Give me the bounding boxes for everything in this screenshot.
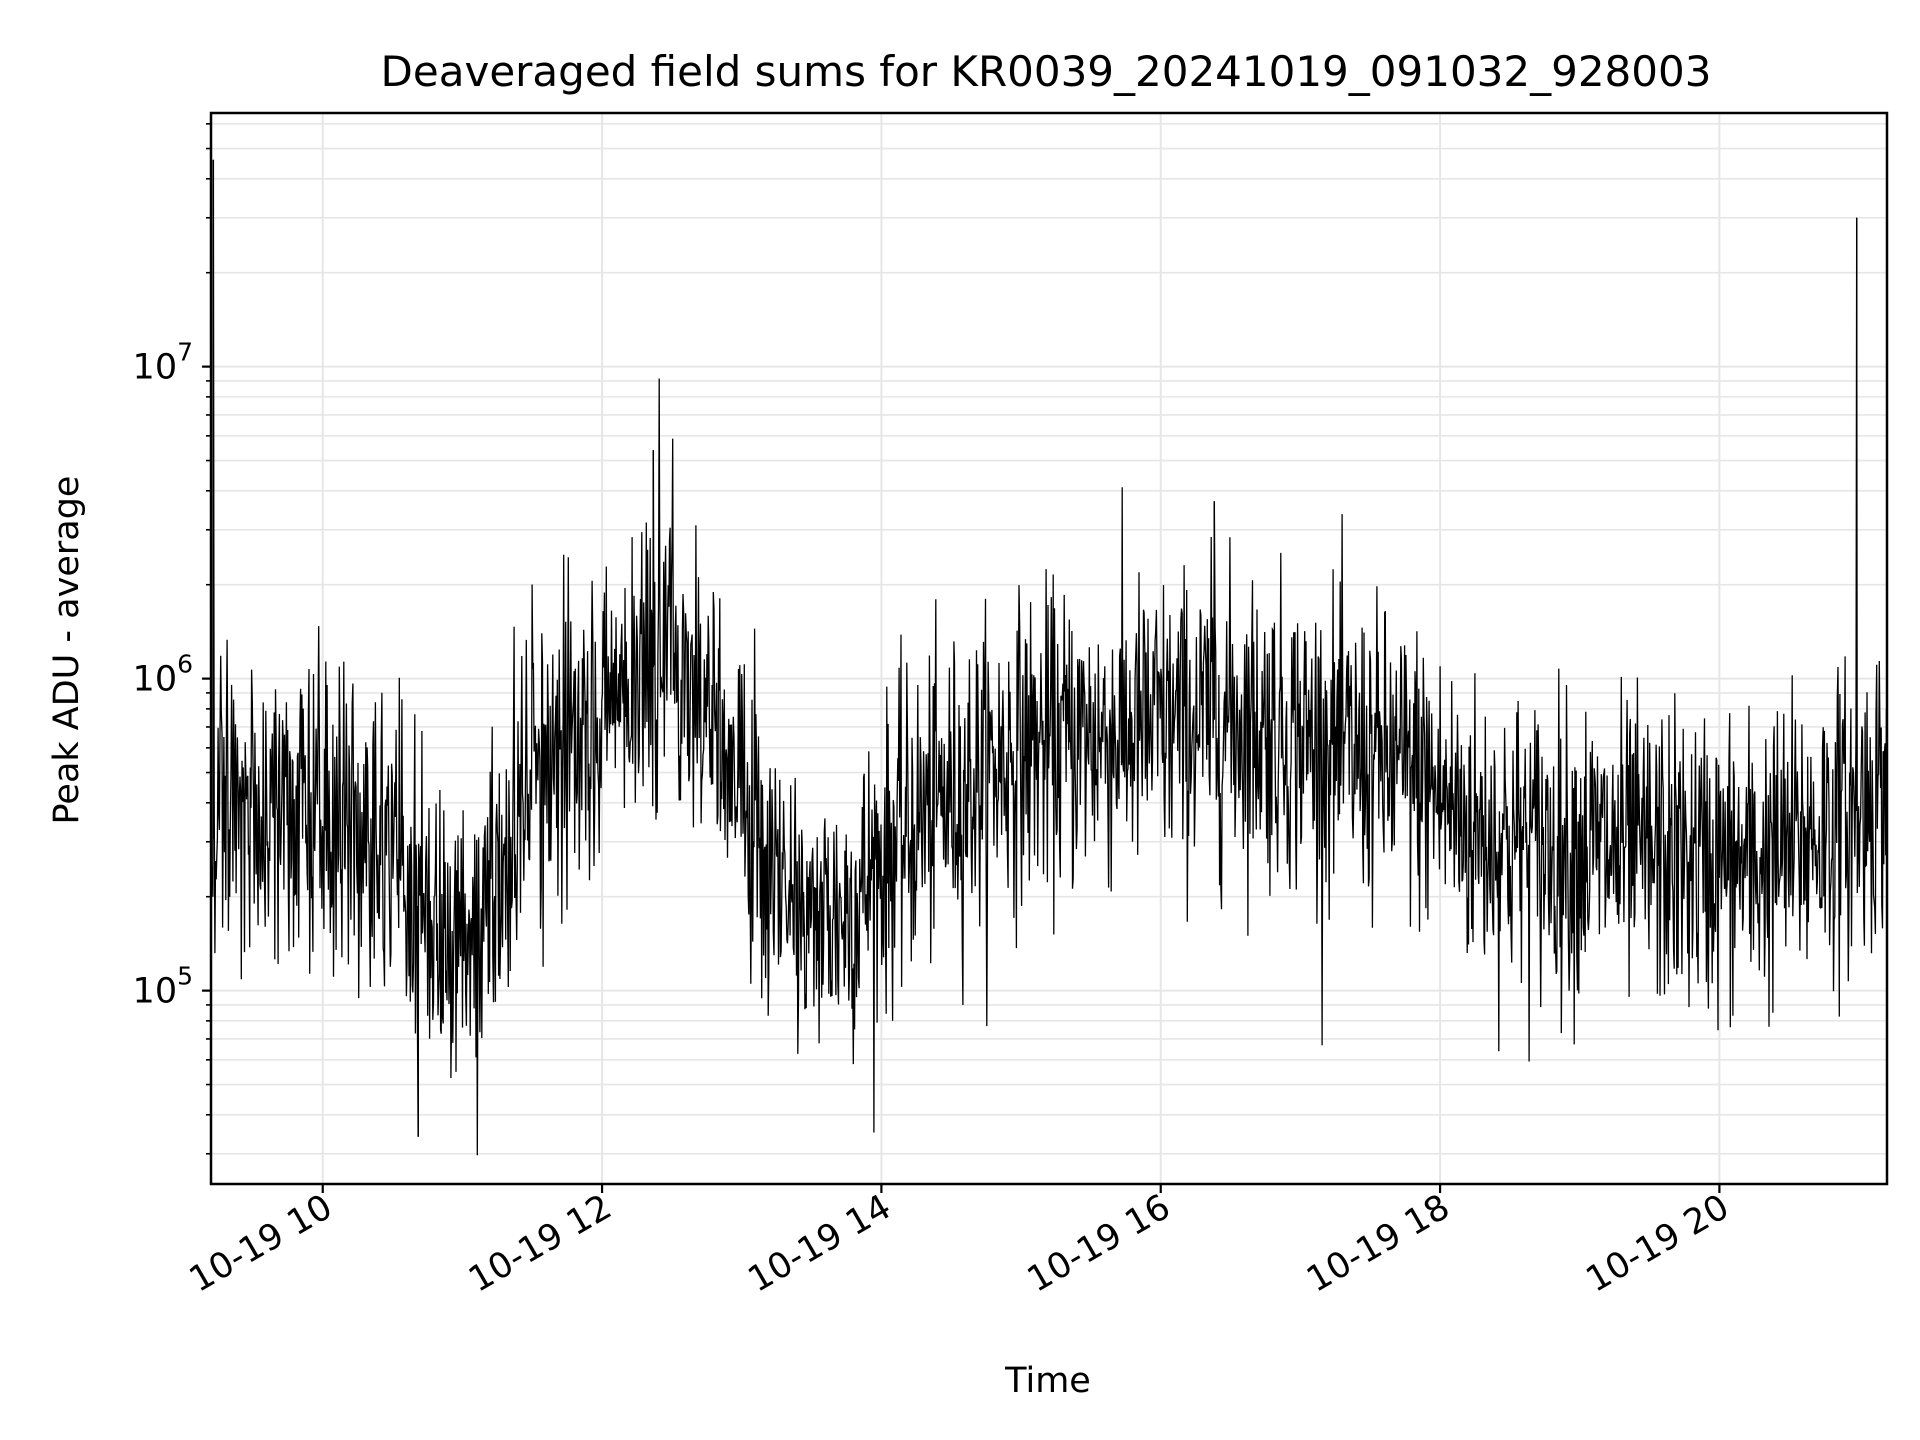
y-tick-label: 105 [133,962,193,1012]
y-tick-label: 106 [133,650,193,700]
y-tick-label: 107 [133,338,193,388]
series-line [210,159,1888,1156]
y-axis-ticks: 105 106 107 [133,123,211,1155]
axes-frame [209,111,1889,1186]
y-axis-label: Peak ADU - average [47,476,87,825]
x-axis-label: Time [1004,1361,1091,1401]
chart-title: Deaveraged field sums for KR0039_2024101… [381,47,1712,96]
data-layer [210,159,1888,1156]
